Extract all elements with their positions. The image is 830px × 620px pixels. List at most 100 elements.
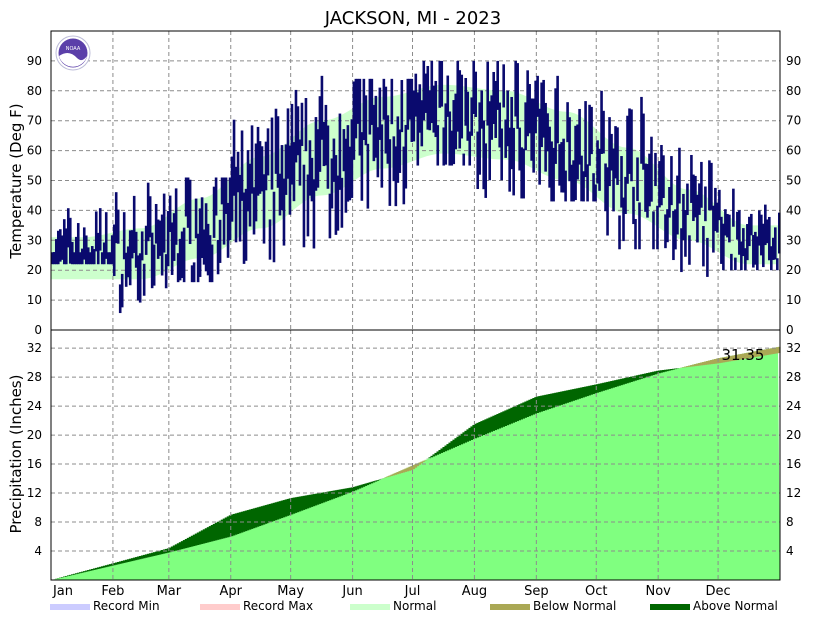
above-normal-bar [376,480,380,481]
daily-temp-bar [152,244,156,286]
daily-temp-bar [480,90,484,129]
below-normal-bar [400,470,404,474]
daily-temp-bar [540,82,543,148]
daily-temp-bar [650,136,653,202]
daily-temp-bar [442,127,446,166]
above-normal-bar [92,568,96,570]
daily-temp-bar [128,230,132,286]
daily-temp-bar [266,128,270,176]
above-normal-bar [370,481,374,484]
daily-temp-bar [642,113,645,170]
daily-temp-bar [766,219,769,244]
daily-temp-bar [80,248,84,265]
above-normal-bar [78,572,82,574]
above-normal-bar [70,574,74,576]
daily-temp-bar [64,228,68,265]
above-normal-bar [102,565,106,568]
above-normal-bar [246,510,250,531]
daily-temp-bar [492,71,495,124]
daily-temp-bar [566,102,569,143]
temp-tick-left: 80 [27,84,42,98]
daily-temp-bar [692,174,695,222]
above-normal-bar [228,515,232,537]
below-normal-bar [760,350,763,357]
axis-ticks: 0 0 10 10 20 20 30 30 40 40 50 50 60 60 70 70 80 80 90 90 4 4… [27,54,802,558]
daily-temp-bar [328,193,332,239]
below-normal-bar [738,354,741,360]
above-normal-bar [492,415,495,431]
above-normal-bar [292,497,296,514]
above-normal-bar [314,493,318,506]
daily-temp-bar [362,78,366,141]
above-normal-bar [254,507,258,528]
daily-temp-bar [102,242,106,265]
above-normal-bar [212,523,216,541]
month-label: Mar [157,584,182,599]
below-normal-bar [402,469,406,473]
below-normal-bar [410,465,414,471]
temperature-y-axis-label: Temperature (Deg F) [7,103,25,259]
above-normal-bar [162,549,166,554]
above-normal-bar [658,370,661,374]
above-normal-bar [294,497,298,513]
above-normal-bar [494,414,497,431]
daily-temp-bar [274,108,278,174]
precip-tick-right: 32 [786,341,801,355]
daily-temp-bar [376,127,380,178]
daily-temp-bar [246,150,250,212]
above-normal-bar [546,394,549,410]
daily-temp-bar [78,252,82,265]
daily-temp-bar [470,97,474,136]
above-normal-bar [458,435,462,446]
above-normal-bar [534,397,537,414]
daily-temp-bar [196,233,200,283]
daily-temp-bar [342,129,346,172]
daily-temp-bar [732,188,735,227]
above-normal-bar [152,552,156,556]
below-normal-bar [706,361,709,365]
above-normal-bar [504,410,507,427]
daily-temp-bar [610,133,613,171]
above-normal-bar [316,493,320,505]
chart-title: JACKSON, MI - 2023 [324,8,501,29]
below-normal-bar [398,471,402,474]
above-normal-bar [260,506,264,526]
above-normal-bar [462,432,466,444]
above-normal-bar [530,398,533,416]
temp-tick-left: 90 [27,54,42,68]
above-normal-bar [528,399,531,417]
above-normal-bar [200,530,204,544]
daily-temp-bar [768,216,771,261]
above-normal-bar [368,482,372,485]
above-normal-bar [114,562,118,565]
temp-tick-right: 20 [786,263,801,277]
daily-temp-bar [88,252,92,265]
below-normal-bar [416,463,420,467]
above-normal-bar [480,421,484,436]
daily-temp-bar [622,197,625,242]
above-normal-bar [134,557,138,561]
daily-temp-bar [728,214,731,243]
below-normal-bar [700,362,703,366]
daily-temp-bar [754,231,757,265]
precip-tick-right: 4 [786,544,794,558]
above-normal-bar [532,398,535,415]
above-normal-bar [514,405,517,422]
daily-temp-bar [532,98,535,173]
below-normal-bar [390,474,394,476]
precip-tick-left: 32 [27,341,42,355]
daily-temp-bar [506,90,509,147]
above-normal-bar [268,503,272,523]
daily-temp-bar [680,228,683,273]
above-normal-bar [650,372,653,376]
above-normal-bar [204,528,208,543]
above-normal-bar [278,501,282,519]
daily-temp-bar [94,211,98,252]
above-normal-bar [214,522,218,541]
daily-temp-bar [558,144,561,186]
daily-temp-bar [564,170,567,202]
above-normal-bar [606,381,609,390]
daily-temp-bar [394,146,398,207]
daily-temp-bar [282,178,286,246]
daily-temp-bar [522,148,525,199]
